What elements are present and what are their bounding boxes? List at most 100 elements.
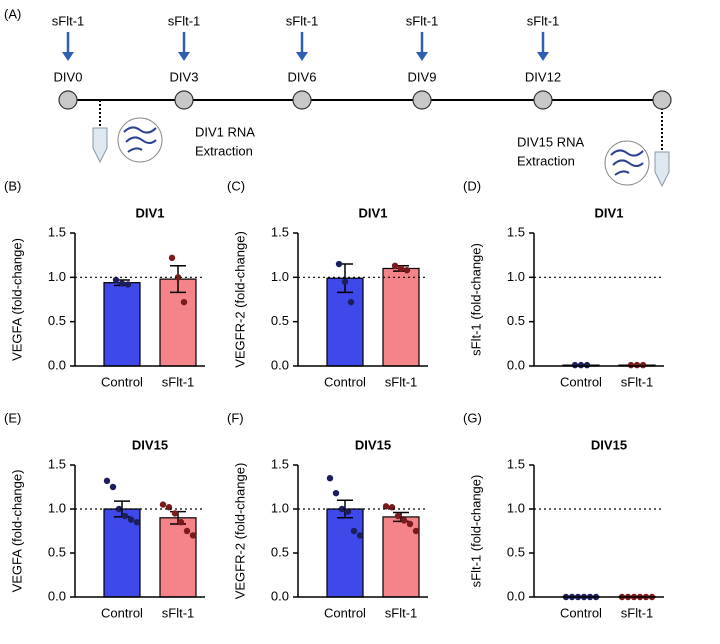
- data-point: [181, 299, 187, 305]
- y-axis-label: VEGFR-2 (fold-change): [232, 463, 247, 600]
- data-point: [169, 255, 175, 261]
- data-point: [333, 490, 339, 496]
- arrow-head: [296, 52, 308, 61]
- panel-label: (E): [4, 410, 21, 425]
- data-point: [640, 362, 646, 368]
- x-tick-label: Control: [560, 374, 602, 389]
- bar: [160, 518, 196, 597]
- data-point: [184, 528, 190, 534]
- y-tick-label: 1.5: [271, 224, 289, 239]
- day-label: DIV9: [408, 69, 437, 84]
- y-tick-label: 0.0: [48, 357, 66, 372]
- data-point: [336, 261, 342, 267]
- y-tick-label: 0.0: [271, 588, 289, 603]
- timepoint-node: [413, 91, 431, 109]
- extraction-label: DIV1 RNA: [195, 124, 255, 139]
- chart-title: DIV1: [136, 205, 165, 220]
- timepoint-node: [653, 91, 671, 109]
- y-tick-label: 1.5: [507, 224, 525, 239]
- y-tick-label: 0.0: [48, 588, 66, 603]
- data-point: [110, 484, 116, 490]
- chart-title: DIV15: [591, 437, 627, 452]
- extraction-label: Extraction: [195, 143, 253, 158]
- y-tick-label: 0.5: [48, 544, 66, 559]
- panel-label: (G): [463, 410, 482, 425]
- data-point: [628, 362, 634, 368]
- bar: [327, 509, 363, 597]
- data-point: [404, 267, 410, 273]
- data-point: [357, 532, 363, 538]
- data-point: [327, 475, 333, 481]
- y-tick-label: 1.0: [48, 500, 66, 515]
- bar: [104, 283, 140, 366]
- y-tick-label: 1.5: [48, 224, 66, 239]
- data-point: [122, 513, 128, 519]
- y-tick-label: 1.0: [507, 269, 525, 284]
- chart-title: DIV1: [595, 205, 624, 220]
- data-point: [134, 519, 140, 525]
- y-axis-label: VEGFR-2 (fold-change): [232, 231, 247, 368]
- data-point: [172, 510, 178, 516]
- y-tick-label: 0.5: [507, 313, 525, 328]
- chart-title: DIV15: [355, 437, 391, 452]
- y-tick-label: 1.0: [48, 269, 66, 284]
- y-axis-label: VEGFA (fold-change): [9, 238, 24, 361]
- treatment-label: sFlt-1: [286, 13, 319, 28]
- extraction-label: DIV15 RNA: [517, 134, 585, 149]
- data-point: [398, 265, 404, 271]
- data-point: [104, 478, 110, 484]
- data-point: [578, 362, 584, 368]
- y-tick-label: 0.5: [48, 313, 66, 328]
- y-tick-label: 0.0: [271, 357, 289, 372]
- data-point: [125, 281, 131, 287]
- treatment-label: sFlt-1: [168, 13, 201, 28]
- tube-icon: [655, 152, 669, 186]
- data-point: [160, 501, 166, 507]
- arrow-head: [62, 52, 74, 61]
- timepoint-node: [534, 91, 552, 109]
- tube-icon: [93, 128, 107, 162]
- data-point: [342, 279, 348, 285]
- day-label: DIV6: [288, 69, 317, 84]
- timepoint-node: [59, 91, 77, 109]
- arrow-head: [178, 52, 190, 61]
- extraction-label: Extraction: [517, 153, 575, 168]
- timepoint-node: [175, 91, 193, 109]
- data-point: [392, 263, 398, 269]
- treatment-label: sFlt-1: [406, 13, 439, 28]
- day-label: DIV3: [170, 69, 199, 84]
- x-tick-label: Control: [324, 605, 366, 620]
- x-tick-label: Control: [101, 605, 143, 620]
- y-axis-label: VEGFA (fold-change): [9, 470, 24, 593]
- panel-label: (B): [4, 178, 21, 193]
- y-tick-label: 1.5: [48, 456, 66, 471]
- y-tick-label: 0.0: [507, 357, 525, 372]
- data-point: [413, 528, 419, 534]
- chart-title: DIV15: [132, 437, 168, 452]
- x-tick-label: sFlt-1: [385, 605, 418, 620]
- y-tick-label: 1.0: [507, 500, 525, 515]
- y-tick-label: 1.5: [507, 456, 525, 471]
- y-tick-label: 0.5: [507, 544, 525, 559]
- data-point: [178, 519, 184, 525]
- y-tick-label: 0.5: [271, 544, 289, 559]
- treatment-label: sFlt-1: [52, 13, 85, 28]
- x-tick-label: sFlt-1: [621, 605, 654, 620]
- data-point: [407, 521, 413, 527]
- y-tick-label: 1.5: [271, 456, 289, 471]
- y-tick-label: 0.5: [271, 313, 289, 328]
- timepoint-node: [293, 91, 311, 109]
- data-point: [401, 517, 407, 523]
- x-tick-label: Control: [324, 374, 366, 389]
- panel-label: (F): [227, 410, 244, 425]
- y-tick-label: 0.0: [507, 588, 525, 603]
- day-label: DIV0: [54, 69, 83, 84]
- x-tick-label: sFlt-1: [162, 374, 195, 389]
- data-point: [395, 513, 401, 519]
- x-tick-label: Control: [101, 374, 143, 389]
- panel-label: (C): [227, 178, 245, 193]
- y-axis-label: sFlt-1 (fold-change): [468, 475, 483, 588]
- day-label: DIV12: [525, 69, 561, 84]
- bar: [383, 268, 419, 366]
